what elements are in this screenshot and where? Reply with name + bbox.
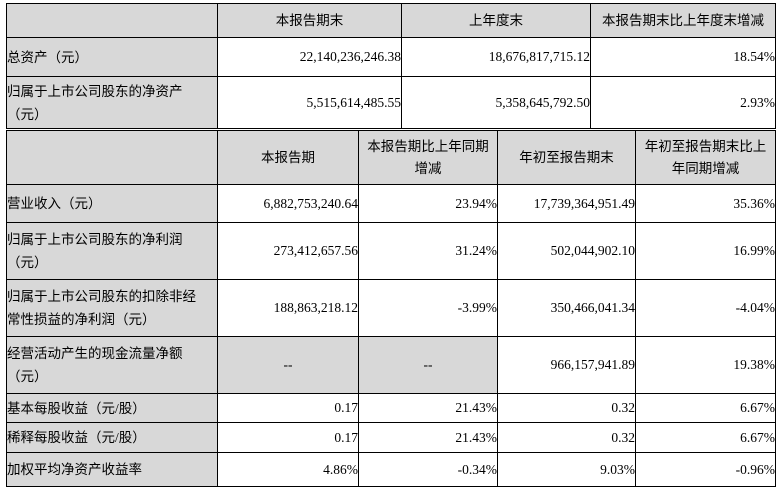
row-label: 经营活动产生的现金流量净额 （元） — [6, 336, 218, 394]
table2-corner-cell — [6, 130, 218, 185]
cell-value: 19.38% — [635, 336, 776, 394]
row-label: 加权平均净资产收益率 — [6, 452, 218, 487]
cell-value: 31.24% — [358, 222, 498, 280]
cell-value: 350,466,041.34 — [497, 279, 636, 337]
cell-value: -0.96% — [635, 452, 776, 487]
table-row-operating-cash-flow: 经营活动产生的现金流量净额 （元） -- -- 966,157,941.89 1… — [6, 336, 776, 394]
cell-value: 16.99% — [635, 222, 776, 280]
row-label: 归属于上市公司股东的净资产 （元） — [6, 76, 218, 129]
table-row-operating-revenue: 营业收入（元） 6,882,753,240.64 23.94% 17,739,3… — [6, 184, 776, 223]
table1-header-current-period-end: 本报告期末 — [217, 3, 402, 38]
cell-value: 9.03% — [497, 452, 636, 487]
cell-value: 0.17 — [217, 422, 359, 453]
cell-value: 966,157,941.89 — [497, 336, 636, 394]
cell-value: 0.17 — [217, 393, 359, 423]
table-row-basic-eps: 基本每股收益（元/股） 0.17 21.43% 0.32 6.67% — [6, 393, 776, 423]
cell-value-na: -- — [217, 336, 359, 394]
cell-value: 5,515,614,485.55 — [217, 76, 402, 129]
cell-value: 35.36% — [635, 184, 776, 223]
cell-value: 21.43% — [358, 422, 498, 453]
cell-value: 273,412,657.56 — [217, 222, 359, 280]
row-label: 基本每股收益（元/股） — [6, 393, 218, 423]
table2-header-yoy-change: 本报告期比上年同期 增减 — [358, 130, 498, 185]
row-label: 营业收入（元） — [6, 184, 218, 223]
cell-value: 2.93% — [590, 76, 776, 129]
table-row-net-profit: 归属于上市公司股东的净利润 （元） 273,412,657.56 31.24% … — [6, 222, 776, 280]
row-label: 归属于上市公司股东的净利润 （元） — [6, 222, 218, 280]
cell-value: 6.67% — [635, 422, 776, 453]
table1-header-change: 本报告期末比上年度末增减 — [590, 3, 776, 38]
cell-value: 0.32 — [497, 393, 636, 423]
table1-header-row: 本报告期末 上年度末 本报告期末比上年度末增减 — [6, 3, 776, 38]
table-row-weighted-avg-roe: 加权平均净资产收益率 4.86% -0.34% 9.03% -0.96% — [6, 452, 776, 487]
cell-value: 18.54% — [590, 37, 776, 77]
table1-corner-cell — [6, 3, 218, 38]
table-row-net-profit-excl-nonrecurring: 归属于上市公司股东的扣除非经 常性损益的净利润（元） 188,863,218.1… — [6, 279, 776, 337]
period-end-summary-table: 本报告期末 上年度末 本报告期末比上年度末增减 总资产（元） 22,140,23… — [6, 3, 776, 129]
cell-value: 6,882,753,240.64 — [217, 184, 359, 223]
cell-value: 17,739,364,951.49 — [497, 184, 636, 223]
table2-header-ytd: 年初至报告期末 — [497, 130, 636, 185]
table2-header-ytd-yoy-change: 年初至报告期末比上 年同期增减 — [635, 130, 776, 185]
cell-value: -0.34% — [358, 452, 498, 487]
table2-header-current-period: 本报告期 — [217, 130, 359, 185]
table-row-total-assets: 总资产（元） 22,140,236,246.38 18,676,817,715.… — [6, 37, 776, 77]
cell-value: 5,358,645,792.50 — [401, 76, 591, 129]
cell-value: 0.32 — [497, 422, 636, 453]
cell-value: 4.86% — [217, 452, 359, 487]
cell-value: 188,863,218.12 — [217, 279, 359, 337]
cell-value: 22,140,236,246.38 — [217, 37, 402, 77]
cell-value: 502,044,902.10 — [497, 222, 636, 280]
table1-header-prior-year-end: 上年度末 — [401, 3, 591, 38]
table2-header-row: 本报告期 本报告期比上年同期 增减 年初至报告期末 年初至报告期末比上 年同期增… — [6, 130, 776, 185]
row-label: 稀释每股收益（元/股） — [6, 422, 218, 453]
cell-value-na: -- — [358, 336, 498, 394]
cell-value: -4.04% — [635, 279, 776, 337]
table-row-net-assets: 归属于上市公司股东的净资产 （元） 5,515,614,485.55 5,358… — [6, 76, 776, 129]
table-row-diluted-eps: 稀释每股收益（元/股） 0.17 21.43% 0.32 6.67% — [6, 422, 776, 453]
cell-value: -3.99% — [358, 279, 498, 337]
row-label: 总资产（元） — [6, 37, 218, 77]
cell-value: 18,676,817,715.12 — [401, 37, 591, 77]
cell-value: 23.94% — [358, 184, 498, 223]
reporting-period-summary-table: 本报告期 本报告期比上年同期 增减 年初至报告期末 年初至报告期末比上 年同期增… — [6, 130, 776, 487]
cell-value: 6.67% — [635, 393, 776, 423]
cell-value: 21.43% — [358, 393, 498, 423]
row-label: 归属于上市公司股东的扣除非经 常性损益的净利润（元） — [6, 279, 218, 337]
